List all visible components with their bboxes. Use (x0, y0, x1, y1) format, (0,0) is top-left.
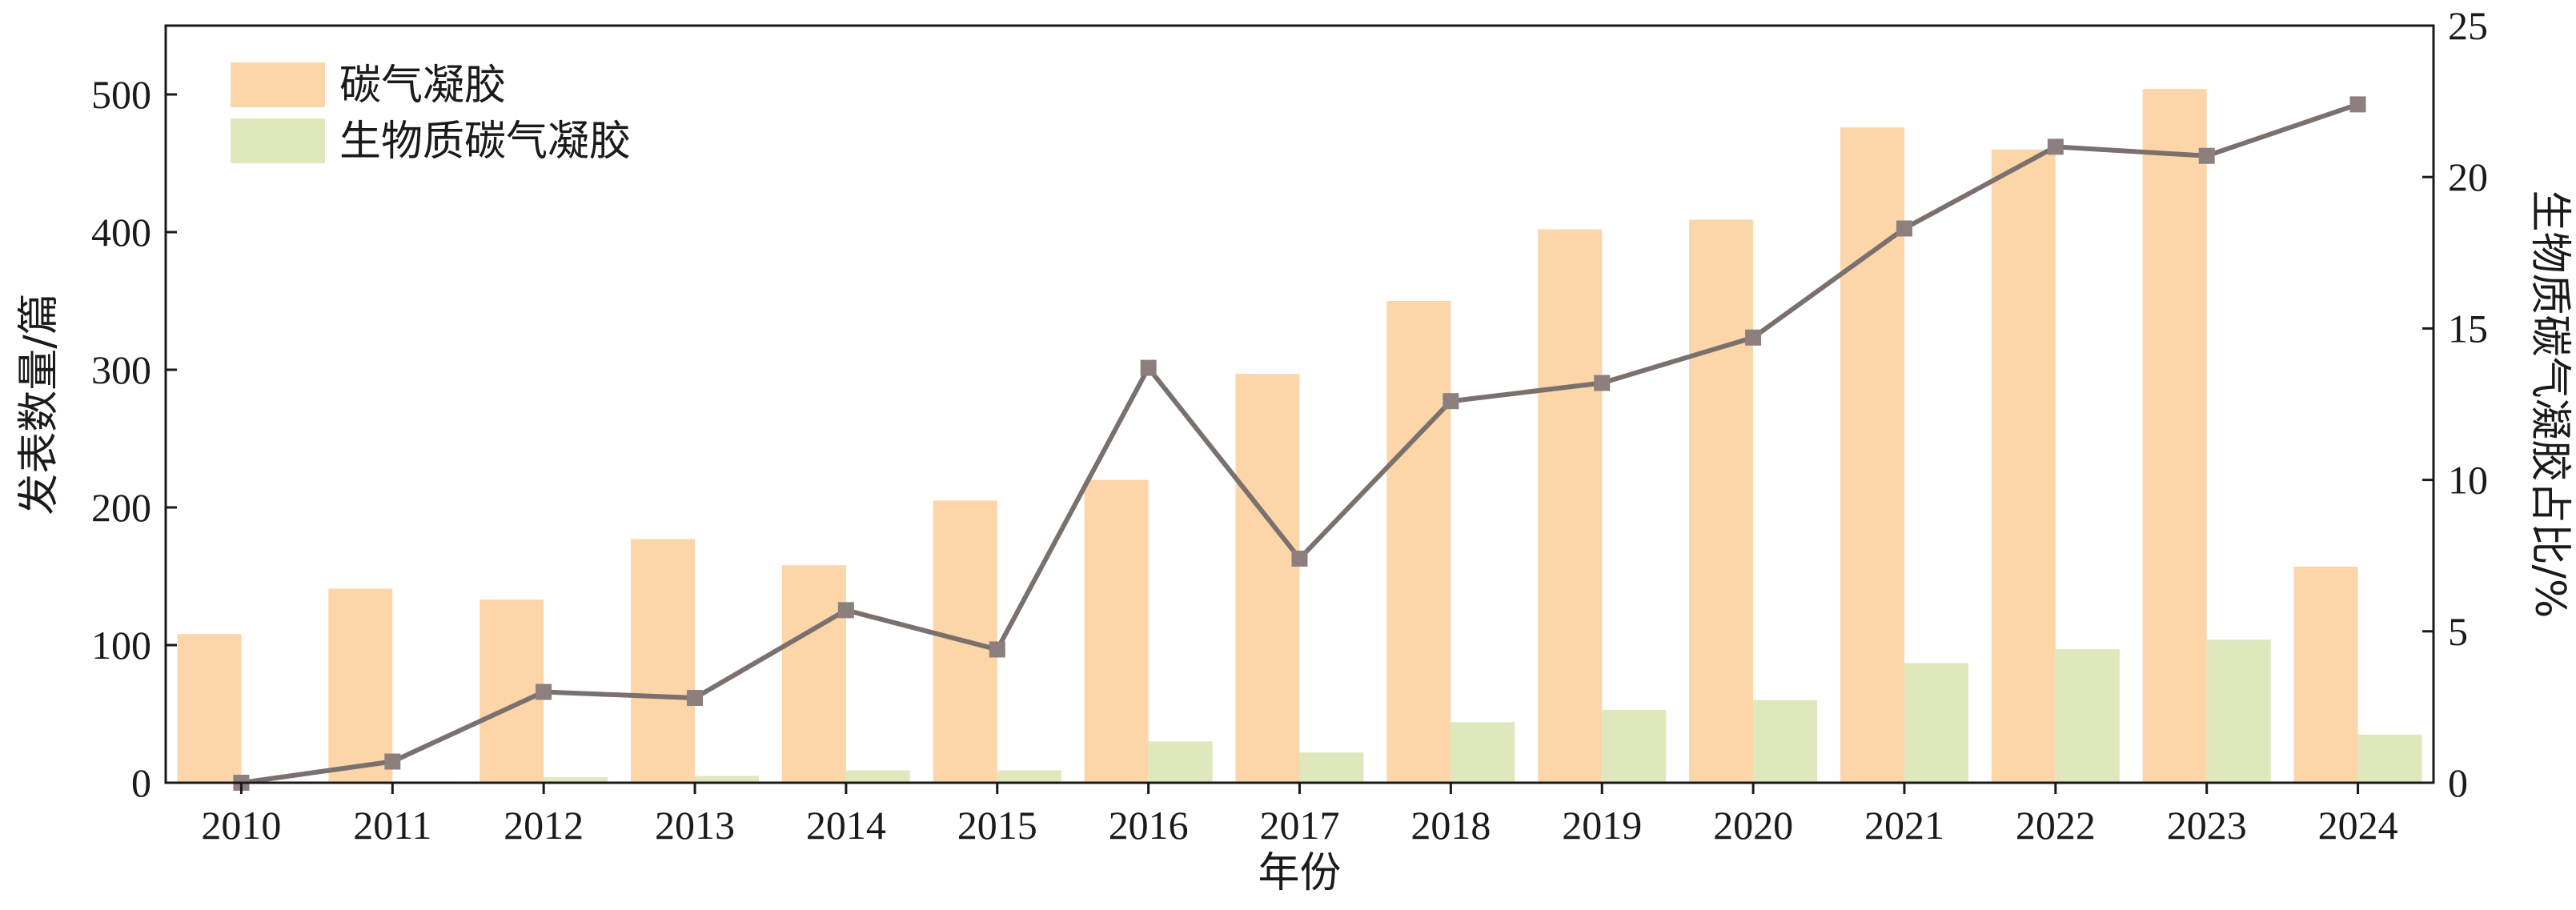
bar-carbon-aerogel-2019 (1538, 229, 1603, 783)
ratio-marker-2021 (1896, 220, 1912, 237)
ratio-marker-2013 (687, 690, 704, 707)
y-right-tick-label-10: 10 (2448, 458, 2488, 503)
ratio-marker-2024 (2349, 96, 2366, 113)
y-right-tick-label-25: 25 (2448, 3, 2488, 48)
bar-carbon-aerogel-2020 (1689, 219, 1754, 783)
bar-biomass-carbon-aerogel-2012 (544, 777, 608, 783)
y-right-tick-label-0: 0 (2448, 760, 2468, 805)
ratio-marker-2022 (2047, 138, 2064, 155)
bar-biomass-carbon-aerogel-2018 (1451, 722, 1515, 783)
y-left-tick-label-400: 400 (91, 210, 151, 255)
x-tick-label-2017: 2017 (1260, 803, 1340, 848)
bar-carbon-aerogel-2012 (479, 599, 544, 783)
bar-carbon-aerogel-2021 (1840, 127, 1904, 783)
y-right-tick-label-20: 20 (2448, 154, 2488, 199)
legend-label-carbon-aerogel: 碳气凝胶 (339, 62, 506, 110)
x-tick-label-2023: 2023 (2167, 803, 2247, 848)
legend-swatch-carbon-aerogel (231, 62, 325, 107)
bar-carbon-aerogel-2016 (1084, 479, 1149, 783)
x-tick-label-2022: 2022 (2016, 803, 2096, 848)
bar-biomass-carbon-aerogel-2016 (1148, 741, 1213, 783)
bar-carbon-aerogel-2023 (2142, 89, 2207, 784)
x-tick-label-2010: 2010 (201, 803, 281, 848)
bar-carbon-aerogel-2017 (1235, 374, 1300, 783)
bar-biomass-carbon-aerogel-2023 (2206, 639, 2271, 783)
x-axis-title: 年份 (1258, 849, 1341, 897)
ratio-marker-2016 (1140, 359, 1157, 376)
ratio-marker-2023 (2198, 147, 2215, 164)
bar-carbon-aerogel-2022 (1991, 149, 2056, 784)
ratio-marker-2015 (989, 641, 1005, 658)
ticks-layer: 2010 2011 2012 2013 2014 2015 2016 2017 2018 2019… (91, 3, 2488, 848)
bar-biomass-carbon-aerogel-2021 (1904, 663, 1968, 783)
x-tick-label-2012: 2012 (504, 803, 584, 848)
x-tick-label-2021: 2021 (1864, 803, 1944, 848)
y-left-tick-label-0: 0 (131, 760, 151, 805)
ratio-marker-2018 (1442, 393, 1459, 410)
ratio-marker-2014 (837, 602, 854, 619)
bar-carbon-aerogel-2011 (328, 588, 393, 783)
bar-carbon-aerogel-2010 (177, 634, 242, 783)
x-tick-label-2016: 2016 (1109, 803, 1189, 848)
bar-carbon-aerogel-2024 (2293, 566, 2358, 783)
y-axis-right-title: 生物质碳气凝胶占比/% (2526, 190, 2574, 619)
bar-carbon-aerogel-2014 (781, 565, 846, 783)
bar-carbon-aerogel-2018 (1386, 301, 1451, 783)
x-tick-label-2018: 2018 (1410, 803, 1491, 848)
x-tick-label-2024: 2024 (2318, 803, 2398, 848)
y-left-tick-label-300: 300 (91, 347, 151, 392)
bar-biomass-carbon-aerogel-2017 (1299, 752, 1364, 783)
x-tick-label-2014: 2014 (806, 803, 886, 848)
x-tick-label-2019: 2019 (1562, 803, 1642, 848)
ratio-marker-2012 (536, 684, 552, 700)
bar-carbon-aerogel-2013 (631, 539, 696, 783)
bar-biomass-carbon-aerogel-2014 (845, 770, 910, 783)
x-tick-label-2011: 2011 (353, 803, 431, 848)
bar-biomass-carbon-aerogel-2024 (2357, 734, 2422, 783)
x-tick-label-2015: 2015 (957, 803, 1037, 848)
y-left-tick-label-100: 100 (91, 623, 151, 667)
ratio-marker-2011 (384, 753, 401, 770)
y-left-tick-label-200: 200 (91, 485, 151, 530)
x-tick-label-2020: 2020 (1713, 803, 1793, 848)
y-axis-left-title: 发表数量/篇 (15, 293, 63, 515)
legend-swatch-biomass-carbon-aerogel (231, 118, 325, 163)
ratio-marker-2019 (1594, 375, 1611, 391)
ratio-marker-2017 (1291, 550, 1308, 567)
ratio-marker-2020 (1745, 329, 1762, 346)
bar-biomass-carbon-aerogel-2019 (1602, 709, 1667, 783)
x-tick-label-2013: 2013 (655, 803, 735, 848)
bar-biomass-carbon-aerogel-2020 (1753, 700, 1818, 783)
bars-layer (177, 89, 2422, 784)
bar-biomass-carbon-aerogel-2022 (2055, 649, 2120, 783)
legend: 碳气凝胶 生物质碳气凝胶 (231, 62, 631, 166)
y-right-tick-label-5: 5 (2448, 609, 2468, 654)
y-right-tick-label-15: 15 (2448, 306, 2488, 351)
legend-label-biomass-carbon-aerogel: 生物质碳气凝胶 (339, 118, 631, 166)
bar-biomass-carbon-aerogel-2013 (695, 776, 760, 783)
y-left-tick-label-500: 500 (91, 72, 151, 117)
bar-biomass-carbon-aerogel-2015 (997, 770, 1061, 783)
